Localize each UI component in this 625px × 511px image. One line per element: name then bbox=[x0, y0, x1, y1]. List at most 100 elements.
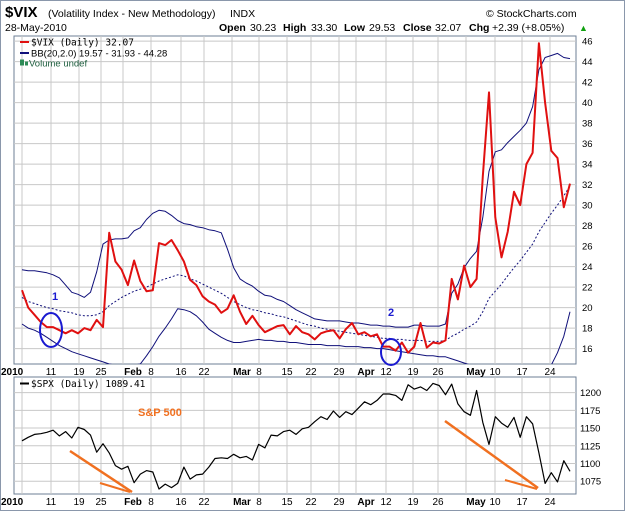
low-label: Low bbox=[344, 22, 366, 34]
x-tick-label: 2010 bbox=[1, 367, 24, 378]
vix-y-tick-label: 24 bbox=[582, 262, 593, 273]
watermark: © StockCharts.com bbox=[486, 8, 577, 20]
annotation-label-2: 2 bbox=[388, 307, 394, 319]
chart-date: 28-May-2010 bbox=[5, 22, 67, 34]
x-tick-label: 19 bbox=[407, 497, 419, 508]
bb-legend-label: BB(20,2.0) 19.57 - 31.93 - 44.28 bbox=[31, 49, 167, 60]
close-label: Close bbox=[403, 22, 432, 34]
spx-legend: $SPX (Daily) 1089.41 bbox=[20, 379, 146, 390]
spx-y-tick-label: 1175 bbox=[580, 406, 600, 417]
vix-y-tick-label: 20 bbox=[582, 303, 593, 314]
spx-y-tick-label: 1075 bbox=[580, 477, 601, 488]
spx-line bbox=[21, 382, 571, 490]
open-value: 30.23 bbox=[250, 22, 276, 34]
x-tick-label: 16 bbox=[175, 367, 187, 378]
x-tick-label: Mar bbox=[233, 367, 251, 378]
vix-panel bbox=[13, 35, 577, 365]
vix-series bbox=[21, 42, 571, 364]
spx-trend-tick-2 bbox=[504, 479, 538, 490]
x-tick-label: Feb bbox=[124, 497, 142, 508]
spx-annotations: S&P 500 bbox=[69, 407, 539, 494]
open-label: Open bbox=[219, 22, 246, 34]
x-tick-label: 2010 bbox=[1, 497, 24, 508]
spx-annotation-label: S&P 500 bbox=[138, 407, 182, 419]
annotation-circle-2 bbox=[380, 338, 402, 366]
x-tick-label: 8 bbox=[256, 497, 262, 508]
x-tick-label: 25 bbox=[95, 367, 107, 378]
x-tick-label: 22 bbox=[198, 367, 210, 378]
ohlc-summary: Open 30.23 High 33.30 Low 29.53 Close 32… bbox=[219, 22, 588, 34]
vix-y-tick-label: 38 bbox=[582, 119, 593, 130]
chg-up-arrow-icon: ▲ bbox=[579, 23, 588, 33]
vix-y-tick-label: 22 bbox=[582, 283, 593, 294]
x-tick-label: 25 bbox=[95, 497, 107, 508]
volume-legend-label: Volume undef bbox=[29, 59, 87, 70]
symbol: $VIX bbox=[5, 4, 38, 21]
x-tick-label: May bbox=[466, 497, 486, 508]
spx-trend-line-1 bbox=[69, 449, 133, 494]
vix-y-tick-label: 36 bbox=[582, 139, 593, 150]
x-tick-label: 17 bbox=[516, 367, 528, 378]
annotation-label-1: 1 bbox=[52, 291, 58, 303]
x-tick-label: 12 bbox=[380, 497, 392, 508]
x-tick-label: 29 bbox=[333, 497, 345, 508]
x-tick-label: 8 bbox=[148, 367, 154, 378]
vix-x-axis: 2010 11 19 25 Feb 8 16 22 Mar 8 15 22 29 Apr 12 19 26 May… bbox=[1, 367, 556, 378]
x-tick-label: 11 bbox=[46, 497, 57, 508]
exchange: INDX bbox=[230, 8, 255, 20]
x-tick-label: 22 bbox=[305, 367, 317, 378]
spx-y-axis: 1075 1100 1125 1150 1175 1200 bbox=[580, 388, 601, 488]
vix-y-tick-label: 40 bbox=[582, 98, 593, 109]
x-tick-label: 26 bbox=[432, 367, 444, 378]
x-tick-label: Apr bbox=[357, 497, 374, 508]
vix-y-tick-label: 34 bbox=[582, 160, 593, 171]
x-tick-label: 29 bbox=[333, 367, 345, 378]
spx-series bbox=[21, 382, 571, 490]
vix-y-tick-label: 28 bbox=[582, 221, 593, 232]
x-tick-label: 8 bbox=[148, 497, 154, 508]
bb-middle-line bbox=[21, 185, 571, 342]
spx-y-tick-label: 1150 bbox=[580, 424, 600, 435]
x-tick-label: Apr bbox=[357, 367, 374, 378]
vix-y-tick-label: 42 bbox=[582, 78, 593, 89]
annotation-circle-1 bbox=[39, 312, 63, 348]
x-tick-label: May bbox=[466, 367, 486, 378]
spx-trend-tick-1 bbox=[99, 482, 131, 493]
vix-y-axis: 16 18 20 22 24 26 28 30 32 34 36 38 40 42 44 46 bbox=[582, 37, 593, 356]
low-value: 29.53 bbox=[369, 22, 395, 34]
x-tick-label: Mar bbox=[233, 497, 251, 508]
bb-lower-line bbox=[21, 308, 571, 364]
spx-x-axis: 2010 11 19 25 Feb 8 16 22 Mar 8 15 22 29 Apr 12 19 26 May… bbox=[1, 497, 556, 508]
x-tick-label: 11 bbox=[46, 367, 57, 378]
x-tick-label: 22 bbox=[198, 497, 210, 508]
spx-gridlines bbox=[14, 377, 576, 494]
x-tick-label: 19 bbox=[73, 497, 85, 508]
x-tick-label: 10 bbox=[489, 497, 501, 508]
vix-y-tick-label: 26 bbox=[582, 242, 593, 253]
spx-panel bbox=[13, 376, 577, 495]
x-tick-label: 24 bbox=[544, 367, 556, 378]
x-tick-label: 26 bbox=[432, 497, 444, 508]
vix-annotations: 1 2 bbox=[39, 291, 402, 366]
vix-y-tick-label: 32 bbox=[582, 180, 593, 191]
spx-y-tick-label: 1200 bbox=[580, 388, 601, 399]
chg-value: +2.39 (+8.05%) bbox=[492, 22, 564, 34]
high-label: High bbox=[283, 22, 306, 34]
vix-y-tick-label: 18 bbox=[582, 324, 593, 335]
vix-y-tick-label: 30 bbox=[582, 201, 593, 212]
x-tick-label: 10 bbox=[489, 367, 501, 378]
vix-legend-label: $VIX (Daily) 32.07 bbox=[31, 38, 134, 49]
volume-legend-icon bbox=[20, 59, 24, 66]
x-tick-label: 15 bbox=[281, 367, 293, 378]
spx-legend-label: $SPX (Daily) 1089.41 bbox=[31, 379, 146, 390]
vix-y-tick-label: 16 bbox=[582, 344, 593, 355]
x-tick-label: 16 bbox=[175, 497, 187, 508]
spx-y-tick-label: 1125 bbox=[580, 441, 600, 452]
x-tick-label: 17 bbox=[516, 497, 528, 508]
chg-label: Chg bbox=[469, 22, 489, 34]
x-tick-label: 19 bbox=[73, 367, 85, 378]
x-tick-label: 24 bbox=[544, 497, 556, 508]
spx-y-tick-label: 1100 bbox=[580, 459, 600, 470]
high-value: 33.30 bbox=[311, 22, 337, 34]
